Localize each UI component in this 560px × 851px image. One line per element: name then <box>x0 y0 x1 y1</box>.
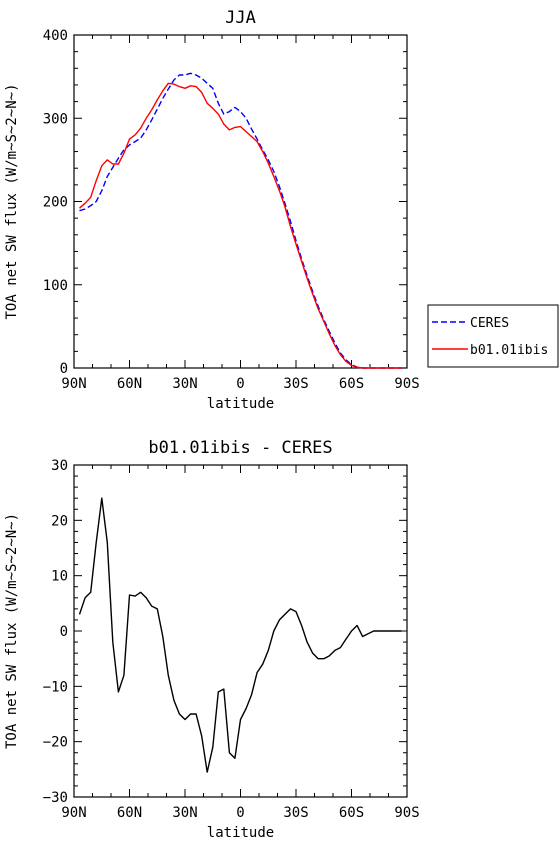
y-tick-label: 300 <box>43 111 68 127</box>
chart-title: JJA <box>225 8 256 28</box>
series-line-ceres <box>79 72 402 369</box>
y-tick-label: −20 <box>43 735 68 751</box>
x-tick-label: 30N <box>172 376 197 392</box>
legend-box <box>427 304 559 368</box>
y-tick-label: 10 <box>51 569 68 585</box>
y-tick-label: 400 <box>43 28 68 44</box>
x-tick-label: 30S <box>283 805 308 821</box>
plot-frame <box>73 34 408 369</box>
y-tick-label: 0 <box>60 624 68 640</box>
y-tick-label: 100 <box>43 278 68 294</box>
x-tick-label: 90S <box>394 805 419 821</box>
series-line-b01-01ibis <box>79 82 402 369</box>
x-tick-label: 90N <box>61 376 86 392</box>
series-line-difference <box>78 497 402 773</box>
y-tick-label: 30 <box>51 458 68 474</box>
x-axis-label: latitude <box>207 396 274 412</box>
x-tick-label: 0 <box>236 805 244 821</box>
x-axis-label: latitude <box>207 825 274 841</box>
bottom-panel: b01.01ibis - CERES 90N 60N 30N 0 30S 60S 90S −30… <box>4 438 420 841</box>
x-tick-label: 60S <box>339 376 364 392</box>
x-tick-label: 0 <box>236 376 244 392</box>
y-tick-label: 0 <box>60 361 68 377</box>
y-tick-label: −30 <box>43 790 68 806</box>
x-tick-label: 90S <box>394 376 419 392</box>
chart-title: b01.01ibis - CERES <box>148 438 332 458</box>
legend-label: CERES <box>470 316 509 331</box>
top-panel: JJA 90N 60N 30N 0 30S 60S 90S 0 100 200 300 400 latit… <box>4 8 559 412</box>
y-tick-label: 200 <box>43 195 68 211</box>
plot-frame <box>73 464 408 798</box>
y-tick-label: −10 <box>43 679 68 695</box>
x-tick-label: 60N <box>117 376 142 392</box>
x-tick-label: 90N <box>61 805 86 821</box>
x-tick-label: 60N <box>117 805 142 821</box>
x-tick-label: 30S <box>283 376 308 392</box>
x-tick-label: 30N <box>172 805 197 821</box>
y-tick-label: 20 <box>51 513 68 529</box>
y-axis-label: TOA net SW flux (W/m~S~2~N~) <box>4 513 20 749</box>
y-axis-label: TOA net SW flux (W/m~S~2~N~) <box>4 83 20 319</box>
legend-label: b01.01ibis <box>470 343 548 358</box>
x-tick-label: 60S <box>339 805 364 821</box>
